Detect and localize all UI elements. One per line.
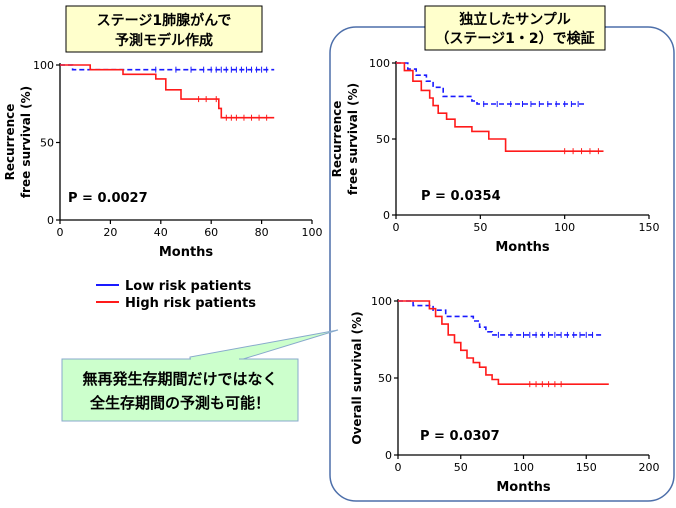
- x-tick-label: 150: [639, 221, 660, 234]
- high-risk-curve: [60, 64, 275, 119]
- x-tick-label: 100: [302, 226, 323, 239]
- callout-box: [61, 358, 299, 422]
- p-value: P = 0.0027: [68, 191, 148, 206]
- y-tick-label: 50: [40, 137, 54, 150]
- x-tick-label: 0: [57, 226, 64, 239]
- y-axis-label-line1: Recurrence: [3, 104, 17, 181]
- y-tick-label: 100: [33, 59, 54, 72]
- y-axis-label-line1: Overall survival (%): [350, 311, 364, 444]
- x-axis-label: Months: [159, 245, 214, 260]
- x-tick-label: 100: [513, 461, 534, 474]
- left-header-box: [65, 5, 263, 53]
- y-tick-label: 0: [385, 449, 392, 462]
- y-axis-label-line2: free survival (%): [346, 83, 360, 195]
- x-tick-label: 80: [255, 226, 269, 239]
- legend-low-label: Low risk patients: [125, 279, 252, 294]
- x-axis-label: Months: [495, 240, 550, 255]
- right-header-line1: 独立したサンプル: [459, 11, 571, 28]
- y-tick-label: 100: [371, 295, 392, 308]
- p-value: P = 0.0354: [421, 189, 501, 204]
- high-risk-curve: [396, 62, 604, 152]
- validation-panel: [329, 26, 675, 502]
- y-tick-label: 50: [376, 133, 390, 146]
- x-tick-label: 60: [204, 226, 218, 239]
- callout: 無再発生存期間だけではなく 全生存期間の予測も可能！: [61, 329, 339, 422]
- x-tick-label: 50: [473, 221, 487, 234]
- y-tick-label: 0: [47, 214, 54, 227]
- callout-pointer: [189, 329, 339, 361]
- chart-model-rfs: 0 20 40 60 80 100 0 50 100 Months Recurrence free s…: [3, 59, 323, 260]
- y-axis-label-line1: Recurrence: [330, 101, 344, 178]
- chart-validation-os: 0 50 100 150 200 0 50 100 Months Overall survival…: [350, 295, 660, 495]
- y-tick-label: 0: [383, 209, 390, 222]
- x-axis-label: Months: [496, 480, 551, 495]
- x-tick-label: 40: [154, 226, 168, 239]
- legend-high-label: High risk patients: [125, 296, 256, 311]
- y-axis-label-line2: free survival (%): [19, 86, 33, 198]
- y-tick-label: 50: [378, 372, 392, 385]
- right-header-box: [424, 5, 606, 51]
- high-risk-curve: [398, 300, 609, 386]
- low-risk-curve: [396, 62, 585, 105]
- x-tick-label: 0: [395, 461, 402, 474]
- callout-line2: 全生存期間の予測も可能！: [89, 394, 270, 412]
- callout-line1: 無再発生存期間だけではなく: [82, 370, 277, 388]
- right-header-line2: （ステージ1・2）で検証: [435, 30, 594, 47]
- x-tick-label: 100: [554, 221, 575, 234]
- chart-validation-rfs: 0 50 100 150 0 50 100 Months Recurrence free surv…: [330, 57, 660, 255]
- low-risk-curve: [398, 300, 603, 336]
- p-value: P = 0.0307: [420, 429, 500, 444]
- left-header-line2: 予測モデル作成: [115, 32, 213, 49]
- y-tick-label: 100: [369, 57, 390, 70]
- legend: Low risk patients High risk patients: [96, 279, 256, 311]
- left-header-line1: ステージ1肺腺がんで: [97, 12, 232, 29]
- x-tick-label: 50: [454, 461, 468, 474]
- x-tick-label: 200: [639, 461, 660, 474]
- left-header: ステージ1肺腺がんで 予測モデル作成: [65, 5, 263, 53]
- x-tick-label: 20: [103, 226, 117, 239]
- x-tick-label: 150: [576, 461, 597, 474]
- x-tick-label: 0: [393, 221, 400, 234]
- right-header: 独立したサンプル （ステージ1・2）で検証: [424, 5, 606, 51]
